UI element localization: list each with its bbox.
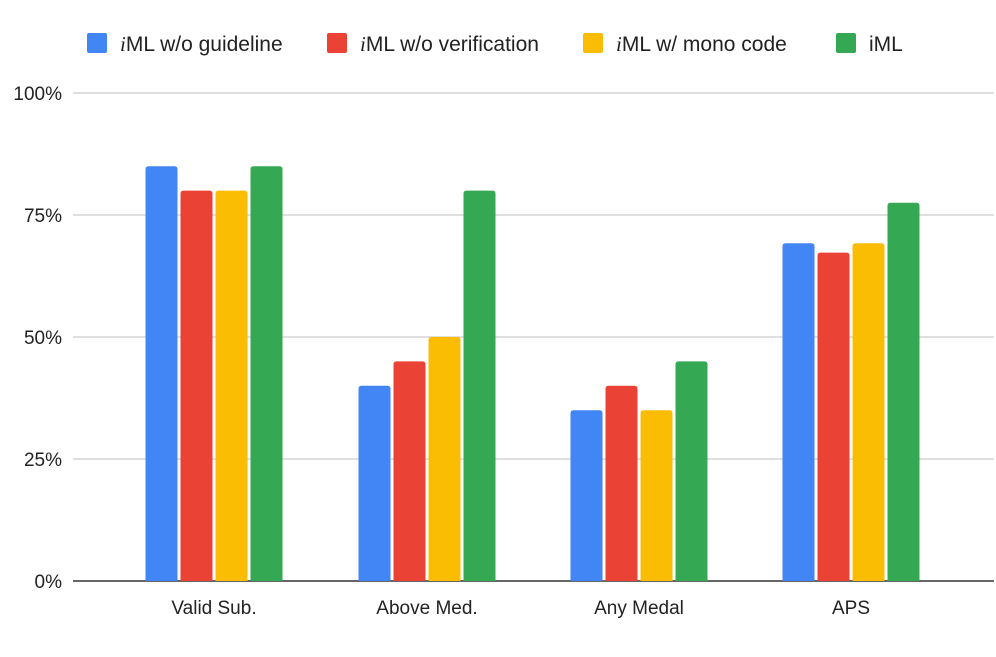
bar (358, 385, 391, 581)
bar (817, 252, 850, 582)
legend-item: iML w/ mono code (583, 32, 787, 56)
bar (393, 361, 426, 581)
bar (640, 410, 673, 581)
legend-item: iML w/o verification (327, 32, 539, 56)
x-tick-label: Any Medal (594, 598, 684, 619)
y-tick-label: 75% (24, 206, 62, 227)
legend-label: iML w/o verification (360, 32, 539, 56)
bars (145, 166, 920, 582)
legend-item: iML w/o guideline (87, 32, 283, 56)
bar (570, 410, 603, 581)
bar (250, 166, 283, 581)
bar (782, 243, 815, 581)
x-tick-label: Valid Sub. (171, 598, 256, 619)
bar (145, 166, 178, 581)
legend: iML w/o guideline iML w/o verification iML… (87, 32, 903, 56)
bar (463, 190, 496, 581)
x-axis-labels: Valid Sub. Above Med. Any Medal APS (171, 598, 870, 619)
x-tick-label: Above Med. (376, 598, 477, 619)
legend-swatch (87, 33, 107, 53)
legend-swatch (836, 33, 856, 53)
y-tick-label: 100% (13, 84, 62, 105)
y-tick-label: 25% (24, 450, 62, 471)
legend-label: iML w/o guideline (120, 32, 283, 56)
legend-swatch (327, 33, 347, 53)
y-tick-label: 50% (24, 328, 62, 349)
x-tick-label: APS (832, 598, 870, 619)
bar (215, 190, 248, 581)
bar (180, 190, 213, 581)
bar (428, 337, 461, 581)
legend-label: iML (869, 33, 903, 56)
bar (887, 202, 920, 582)
legend-label: iML w/ mono code (616, 32, 787, 56)
bar (852, 243, 885, 581)
bar (675, 361, 708, 581)
legend-swatch (583, 33, 603, 53)
bar (605, 385, 638, 581)
legend-item: iML (836, 33, 903, 56)
y-tick-label: 0% (35, 572, 63, 593)
